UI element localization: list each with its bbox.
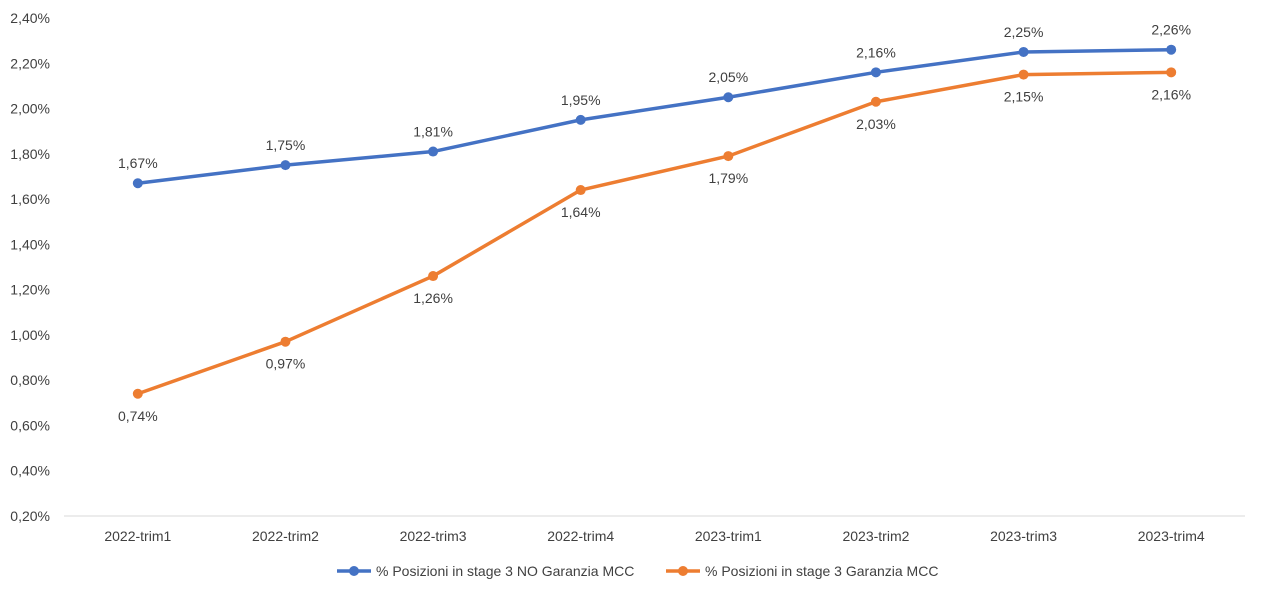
y-tick-label: 2,00% (10, 101, 50, 117)
data-point (1018, 69, 1029, 80)
data-label: 2,03% (856, 116, 896, 132)
data-label: 2,05% (708, 69, 748, 85)
y-tick-label: 1,80% (10, 146, 50, 162)
y-tick-label: 0,20% (10, 508, 50, 524)
series-line (136, 47, 1173, 185)
data-label: 1,95% (561, 92, 601, 108)
x-tick-label: 2022-trim2 (252, 528, 319, 544)
data-label: 1,81% (413, 124, 453, 140)
y-tick-label: 2,40% (10, 10, 50, 26)
data-label: 2,15% (1004, 89, 1044, 105)
data-point (1166, 44, 1177, 55)
data-point (575, 185, 586, 196)
x-tick-label: 2023-trim1 (695, 528, 762, 544)
data-point (428, 146, 439, 157)
data-point (1018, 46, 1029, 57)
y-tick-label: 0,60% (10, 417, 50, 433)
data-point (280, 160, 291, 171)
legend: % Posizioni in stage 3 NO Garanzia MCC % … (337, 563, 938, 579)
data-label: 1,26% (413, 290, 453, 306)
y-tick-label: 0,80% (10, 372, 50, 388)
data-point (132, 388, 143, 399)
data-point (132, 178, 143, 189)
x-tick-label: 2022-trim3 (400, 528, 467, 544)
data-point (870, 67, 881, 78)
x-tick-label: 2022-trim4 (547, 528, 614, 544)
x-tick-label: 2023-trim4 (1138, 528, 1205, 544)
legend-swatch-marker (349, 566, 359, 576)
legend-swatch-marker (678, 566, 688, 576)
data-label: 2,16% (856, 44, 896, 60)
x-tick-label: 2023-trim3 (990, 528, 1057, 544)
data-label: 0,97% (266, 356, 306, 372)
y-axis: 0,20% 0,40% 0,60% 0,80% 1,00% 1,20% 1,40% 1,60%… (10, 10, 50, 524)
series-line (136, 70, 1173, 396)
data-point (575, 114, 586, 125)
data-point (723, 92, 734, 103)
data-label: 1,67% (118, 155, 158, 171)
x-axis: 2022-trim1 2022-trim2 2022-trim3 2022-trim4… (64, 515, 1245, 544)
data-point (1166, 67, 1177, 78)
data-point (723, 151, 734, 162)
data-label: 2,16% (1151, 86, 1191, 102)
data-label: 1,75% (266, 137, 306, 153)
data-label: 1,64% (561, 204, 601, 220)
data-point (870, 96, 881, 107)
y-tick-label: 1,00% (10, 327, 50, 343)
y-tick-label: 2,20% (10, 55, 50, 71)
x-tick-label: 2022-trim1 (104, 528, 171, 544)
data-label: 2,26% (1151, 22, 1191, 38)
data-label: 0,74% (118, 408, 158, 424)
data-point (428, 271, 439, 282)
x-tick-label: 2023-trim2 (842, 528, 909, 544)
legend-label: % Posizioni in stage 3 Garanzia MCC (705, 563, 938, 579)
data-point (280, 336, 291, 347)
y-tick-label: 0,40% (10, 463, 50, 479)
y-tick-label: 1,60% (10, 191, 50, 207)
data-label: 1,79% (708, 170, 748, 186)
y-tick-label: 1,40% (10, 236, 50, 252)
y-tick-label: 1,20% (10, 282, 50, 298)
data-label: 2,25% (1004, 24, 1044, 40)
series-layer: 1,67% 1,75% 1,81% 1,95% 2,05% 2,16% 2,25% 2,26%… (118, 22, 1191, 424)
legend-label: % Posizioni in stage 3 NO Garanzia MCC (376, 563, 634, 579)
